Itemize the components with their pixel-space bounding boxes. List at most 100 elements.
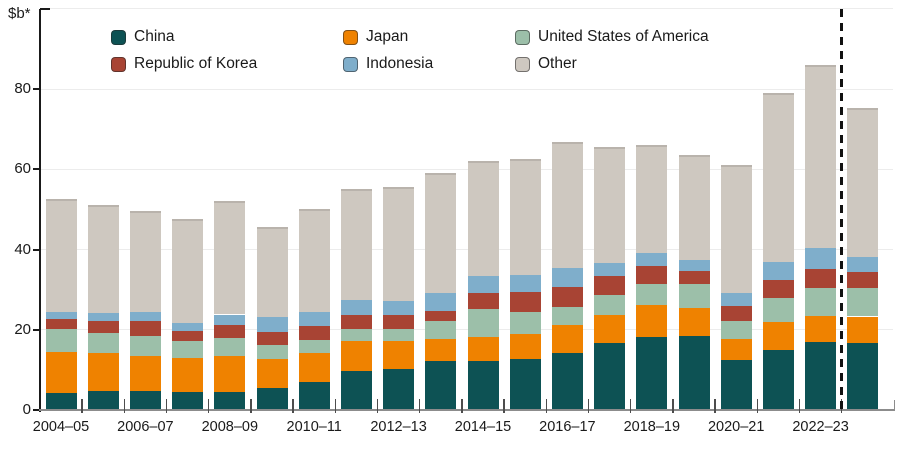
bar-segment-china-2012-13	[383, 368, 415, 410]
bar-segment-indonesia-2019-20	[678, 259, 710, 271]
bar-segment-china-2021-22	[762, 349, 794, 410]
bar-segment-indonesia-2021-22	[762, 261, 794, 280]
y-axis-tick-40	[33, 248, 40, 251]
y-axis-line	[39, 9, 41, 412]
bar-segment-united-states-of-america-2004-05	[45, 328, 77, 352]
y-axis-unit-label: $b*	[8, 5, 31, 22]
x-axis-tick-16	[756, 399, 759, 413]
bar-segment-other-2017-18	[594, 146, 626, 264]
legend-item-indonesia: Indonesia	[343, 55, 433, 73]
bar-segment-japan-2010-11	[298, 353, 330, 382]
x-axis-label-2012-13: 2012–13	[370, 419, 427, 435]
bar-segment-china-2010-11	[298, 381, 330, 410]
bar-segment-united-states-of-america-2006-07	[129, 336, 161, 357]
bar-segment-japan-2013-14	[425, 338, 457, 362]
bar-segment-republic-of-korea-2013-14	[425, 310, 457, 322]
bar-segment-republic-of-korea-2019-20	[678, 270, 710, 285]
x-axis-label-2016-17: 2016–17	[539, 419, 596, 435]
bar-segment-other-2009-10	[256, 227, 288, 318]
bar-segment-republic-of-korea-2015-16	[509, 292, 541, 313]
y-axis-tick-0	[33, 409, 40, 411]
bar-segment-indonesia-2004-05	[45, 311, 77, 319]
legend-swatch-republic-of-korea	[111, 56, 126, 72]
bar-segment-other-2021-22	[762, 93, 794, 262]
legend-item-japan: Japan	[343, 28, 408, 46]
x-axis-end-tick	[893, 400, 895, 410]
bar-segment-indonesia-2012-13	[383, 300, 415, 315]
bar-segment-united-states-of-america-2010-11	[298, 339, 330, 354]
legend-item-united-states-of-america: United States of America	[515, 28, 709, 46]
bar-segment-japan-2018-19	[636, 304, 668, 337]
gridline-80	[40, 88, 893, 90]
gridline-40	[40, 249, 893, 250]
bar-segment-indonesia-2008-09	[214, 314, 246, 325]
x-axis-line	[39, 409, 895, 411]
bar-segment-republic-of-korea-2014-15	[467, 293, 499, 309]
bar-segment-other-2020-21	[720, 165, 752, 293]
bar-segment-other-2022-23	[805, 64, 837, 249]
x-axis-label-2004-05: 2004–05	[32, 419, 90, 435]
bar-segment-other-2013-14	[425, 173, 457, 294]
x-axis-tick-4	[250, 399, 252, 413]
forecast-divider-dashed-line	[840, 9, 844, 410]
gridline-100	[40, 8, 893, 10]
bar-segment-republic-of-korea-2009-10	[256, 331, 288, 345]
bar-segment-indonesia-2006-07	[129, 312, 161, 322]
bar-segment-united-states-of-america-2005-06	[87, 333, 119, 353]
bar-segment-united-states-of-america-2015-16	[509, 312, 541, 334]
bar-segment-indonesia-2014-15	[467, 275, 499, 294]
x-axis-tick-10	[503, 399, 505, 413]
legend-label-japan: Japan	[366, 28, 409, 45]
y-axis-tick-label-20: 20	[14, 320, 31, 338]
bar-segment-republic-of-korea-2010-11	[298, 326, 330, 340]
bar-segment-republic-of-korea-2021-22	[762, 279, 794, 298]
bar-segment-japan-2019-20	[678, 307, 710, 337]
x-axis-label-2006-07: 2006–07	[117, 419, 174, 435]
bar-segment-indonesia-2013-14	[425, 293, 457, 311]
bar-segment-china-2023-24	[847, 343, 879, 410]
bar-segment-republic-of-korea-2007-08	[172, 331, 204, 341]
bar-segment-japan-2011-12	[340, 341, 372, 371]
bar-segment-indonesia-2023-24	[847, 256, 879, 272]
bar-segment-indonesia-2022-23	[805, 248, 837, 270]
bar-segment-united-states-of-america-2018-19	[636, 284, 668, 305]
legend-label-united-states-of-america: United States of America	[538, 28, 709, 45]
x-axis-tick-6	[334, 399, 337, 413]
bar-segment-republic-of-korea-2004-05	[45, 318, 77, 329]
x-axis-label-2018-19: 2018–19	[623, 419, 681, 435]
bar-segment-other-2023-24	[847, 107, 879, 257]
bar-segment-japan-2009-10	[256, 359, 288, 388]
x-axis-tick-13	[629, 399, 632, 413]
bar-segment-japan-2015-16	[509, 333, 541, 360]
bar-segment-japan-2021-22	[762, 321, 794, 350]
y-axis-top-cap	[40, 8, 50, 10]
bar-segment-china-2017-18	[594, 342, 626, 410]
legend-item-other: Other	[515, 55, 577, 73]
bar-segment-indonesia-2020-21	[720, 292, 752, 306]
bar-segment-china-2020-21	[720, 360, 752, 410]
x-axis-label-2014-15: 2014–15	[454, 419, 512, 435]
legend-swatch-united-states-of-america	[515, 29, 530, 45]
bar-segment-china-2004-05	[45, 393, 77, 410]
x-axis-tick-17	[798, 399, 801, 413]
bar-segment-japan-2005-06	[87, 352, 119, 391]
bar-segment-other-2006-07	[129, 211, 161, 313]
bar-segment-china-2014-15	[467, 360, 499, 410]
x-axis-tick-5	[292, 399, 294, 413]
bar-segment-indonesia-2016-17	[551, 268, 583, 287]
legend-item-republic-of-korea: Republic of Korea	[111, 55, 257, 73]
bar-segment-republic-of-korea-2006-07	[129, 321, 161, 337]
bar-segment-united-states-of-america-2019-20	[678, 284, 710, 308]
bar-segment-japan-2023-24	[847, 316, 879, 344]
x-axis-tick-15	[714, 399, 716, 413]
bar-segment-japan-2006-07	[129, 356, 161, 391]
x-axis-tick-7	[376, 399, 379, 413]
bar-segment-japan-2007-08	[172, 358, 204, 392]
bar-segment-indonesia-2015-16	[509, 274, 541, 293]
bar-segment-japan-2012-13	[383, 340, 415, 369]
bar-segment-republic-of-korea-2018-19	[636, 265, 668, 284]
bar-segment-republic-of-korea-2017-18	[594, 275, 626, 295]
bar-segment-united-states-of-america-2022-23	[805, 288, 837, 317]
bar-segment-indonesia-2010-11	[298, 312, 330, 327]
x-axis-tick-0	[81, 399, 83, 413]
